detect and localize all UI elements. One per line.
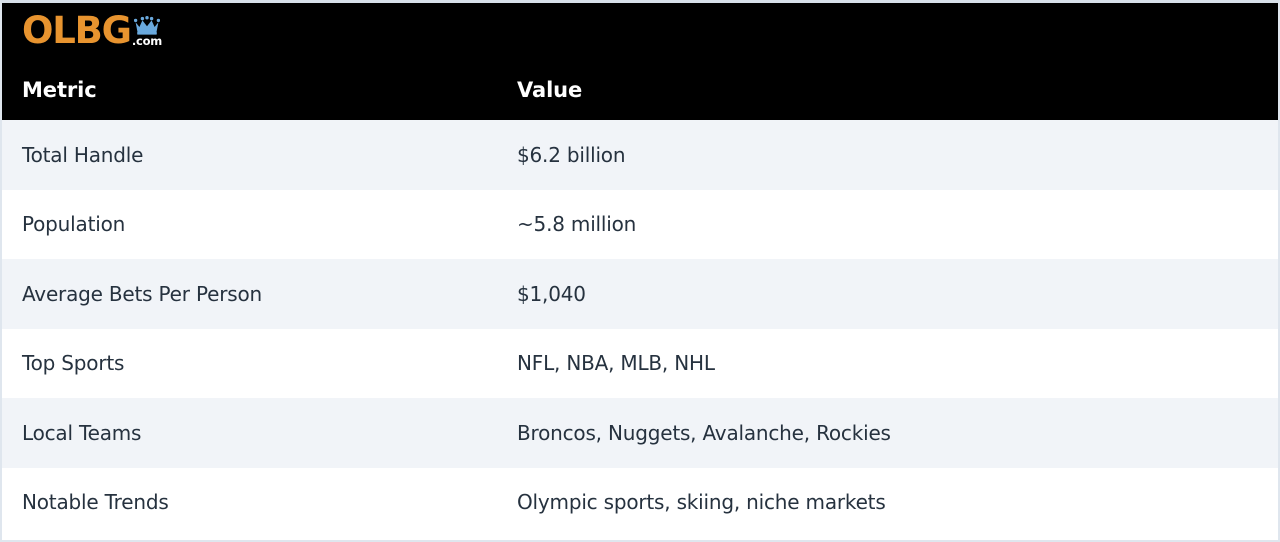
logo-mark: .com xyxy=(132,16,162,48)
column-header-row: Metric Value xyxy=(2,59,1278,120)
cell-metric: Top Sports xyxy=(22,351,125,376)
table-row: Notable Trends Olympic sports, skiing, n… xyxy=(2,467,1278,537)
crown-icon xyxy=(133,16,160,35)
column-header-metric: Metric xyxy=(22,77,97,102)
table-header: OLBG .com xyxy=(2,3,1278,120)
table-row: Average Bets Per Person $1,040 xyxy=(2,259,1278,329)
cell-metric: Average Bets Per Person xyxy=(22,281,262,306)
brand-row: OLBG .com xyxy=(2,3,1278,59)
cell-value: Broncos, Nuggets, Avalanche, Rockies xyxy=(517,420,891,445)
table-body: Total Handle $6.2 billion Population ~5.… xyxy=(2,120,1278,540)
table-row: Population ~5.8 million xyxy=(2,189,1278,259)
cell-value: $6.2 billion xyxy=(517,142,626,167)
cell-value: ~5.8 million xyxy=(517,212,637,237)
logo-wordmark: OLBG xyxy=(22,9,132,53)
cell-value: $1,040 xyxy=(517,281,586,306)
table-row: Top Sports NFL, NBA, MLB, NHL xyxy=(2,328,1278,398)
olbg-logo[interactable]: OLBG .com xyxy=(22,9,162,53)
logo-domain-suffix: .com xyxy=(131,34,163,49)
cell-metric: Population xyxy=(22,212,126,237)
column-header-value: Value xyxy=(517,77,583,102)
cell-value: NFL, NBA, MLB, NHL xyxy=(517,351,715,376)
cell-metric: Notable Trends xyxy=(22,490,169,515)
cell-value: Olympic sports, skiing, niche markets xyxy=(517,490,886,515)
cell-metric: Total Handle xyxy=(22,142,144,167)
cell-metric: Local Teams xyxy=(22,420,142,445)
table-row: Local Teams Broncos, Nuggets, Avalanche,… xyxy=(2,398,1278,468)
table-row: Total Handle $6.2 billion xyxy=(2,120,1278,190)
